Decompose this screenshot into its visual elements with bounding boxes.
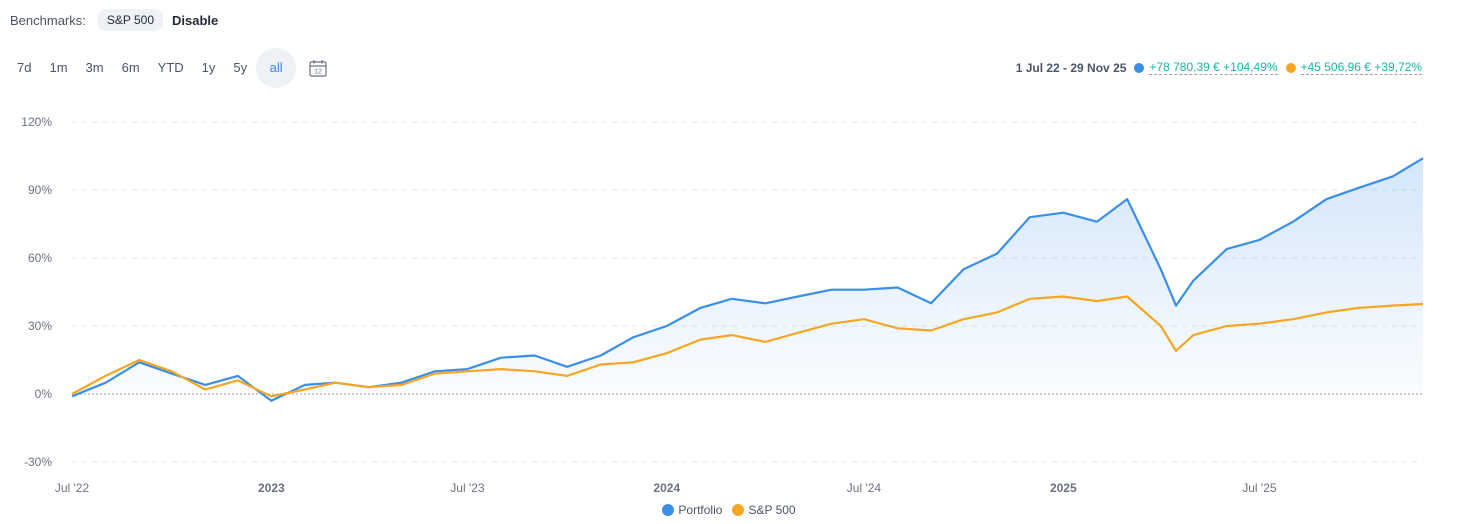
range-3m-button[interactable]: 3m xyxy=(85,60,104,75)
legend-item-portfolio[interactable]: Portfolio xyxy=(662,503,722,517)
benchmark-dot-icon xyxy=(1285,62,1296,73)
portfolio-dot-icon xyxy=(1134,62,1145,73)
portfolio-legend-dot-icon xyxy=(662,504,675,516)
x-tick-label: 2023 xyxy=(258,481,285,495)
benchmarks-bar: Benchmarks: S&P 500 Disable xyxy=(10,8,218,32)
benchmark-selector[interactable]: S&P 500 xyxy=(97,9,164,31)
sp500-legend-dot-icon xyxy=(732,504,745,516)
range-selector: 7d 1m 3m 6m YTD 1y 5y all 12 xyxy=(8,48,328,88)
calendar-day: 12 xyxy=(314,69,322,76)
disable-benchmark-button[interactable]: Disable xyxy=(172,12,219,28)
chart-legend: Portfolio S&P 500 xyxy=(0,503,1458,517)
range-7d-button[interactable]: 7d xyxy=(17,60,32,75)
y-tick-label: 90% xyxy=(28,183,52,197)
x-tick-label: Jul '25 xyxy=(1242,481,1277,495)
x-tick-label: Jul '24 xyxy=(847,481,882,495)
y-tick-label: 30% xyxy=(28,319,52,333)
calendar-icon[interactable]: 12 xyxy=(308,58,328,78)
range-5y-button[interactable]: 5y xyxy=(233,60,248,75)
sp500-line[interactable] xyxy=(71,295,1424,398)
range-1m-button[interactable]: 1m xyxy=(49,60,68,75)
portfolio-line[interactable] xyxy=(71,157,1424,402)
y-tick-label: 0% xyxy=(35,387,53,401)
y-tick-label: -30% xyxy=(24,455,52,469)
y-tick-label: 120% xyxy=(21,115,52,129)
legend-label-sp500: S&P 500 xyxy=(748,503,796,517)
range-ytd-button[interactable]: YTD xyxy=(157,60,184,75)
portfolio-area xyxy=(72,158,1423,401)
x-tick-label: 2024 xyxy=(653,481,680,495)
y-tick-label: 60% xyxy=(28,251,52,265)
portfolio-delta[interactable]: +78 780,39 € +104,49% xyxy=(1149,60,1278,75)
period-label: 1 Jul 22 - 29 Nov 25 xyxy=(1015,60,1127,75)
range-6m-button[interactable]: 6m xyxy=(121,60,140,75)
performance-summary: 1 Jul 22 - 29 Nov 25 +78 780,39 € +104,4… xyxy=(1016,60,1422,75)
benchmark-delta[interactable]: +45 506,96 € +39,72% xyxy=(1300,60,1422,75)
x-tick-label: Jul '23 xyxy=(450,481,485,495)
range-all-button[interactable]: all xyxy=(256,48,297,88)
x-tick-label: 2025 xyxy=(1050,481,1077,495)
legend-item-sp500[interactable]: S&P 500 xyxy=(732,503,796,517)
performance-chart[interactable]: 120% 90% 60% 30% 0% -30% Jul '22 2023 Jul '23 20… xyxy=(0,0,1458,500)
range-1y-button[interactable]: 1y xyxy=(201,60,216,75)
x-tick-label: Jul '22 xyxy=(55,481,90,495)
benchmarks-label: Benchmarks: xyxy=(10,12,86,28)
legend-label-portfolio: Portfolio xyxy=(678,503,723,517)
